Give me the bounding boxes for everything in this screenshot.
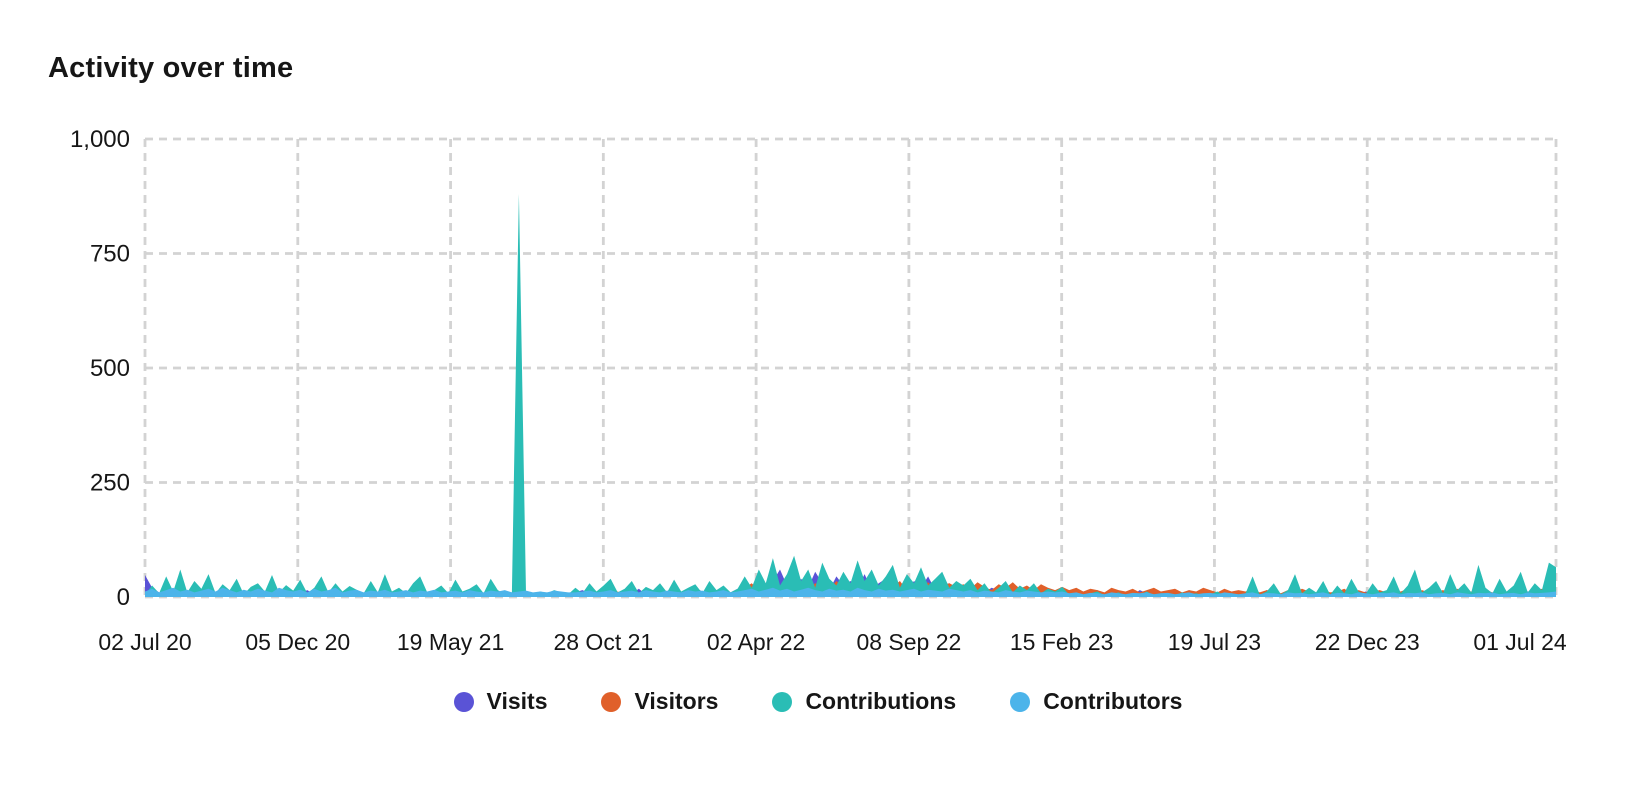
legend-item-visits[interactable]: Visits [453, 688, 548, 715]
x-tick-label: 01 Jul 24 [1473, 629, 1567, 655]
y-tick-label: 0 [117, 584, 130, 611]
chart-title: Activity over time [48, 52, 294, 84]
legend-dot-icon [1010, 691, 1031, 712]
legend-dot-icon [601, 691, 622, 712]
legend-item-visitors[interactable]: Visitors [601, 688, 718, 715]
y-tick-label: 500 [90, 355, 130, 382]
x-tick-label: 15 Feb 23 [1010, 629, 1114, 655]
x-tick-label: 02 Apr 22 [707, 629, 805, 655]
legend-dot-icon [453, 691, 474, 712]
x-tick-label: 19 Jul 23 [1168, 629, 1261, 655]
y-tick-label: 1,000 [70, 126, 130, 153]
series-area-visits [145, 569, 1556, 597]
y-tick-label: 250 [90, 470, 130, 497]
legend-label: Contributions [805, 688, 957, 714]
x-tick-label: 08 Sep 22 [856, 629, 961, 655]
series-area-contributors [145, 587, 1556, 597]
legend-label: Visits [486, 688, 548, 714]
legend-dot-icon [772, 691, 793, 712]
x-tick-label: 28 Oct 21 [553, 629, 653, 655]
x-tick-label: 19 May 21 [397, 629, 504, 655]
legend-item-contributions[interactable]: Contributions [772, 688, 956, 715]
legend-label: Contributors [1043, 688, 1183, 714]
legend-item-contributors[interactable]: Contributors [1010, 688, 1182, 715]
x-tick-label: 05 Dec 20 [245, 629, 350, 655]
legend-label: Visitors [634, 688, 719, 714]
y-tick-label: 750 [90, 241, 130, 268]
x-tick-label: 02 Jul 20 [98, 629, 191, 655]
chart-legend: Visits Visitors Contributions Contributors [0, 688, 1636, 715]
x-tick-label: 22 Dec 23 [1315, 629, 1420, 655]
